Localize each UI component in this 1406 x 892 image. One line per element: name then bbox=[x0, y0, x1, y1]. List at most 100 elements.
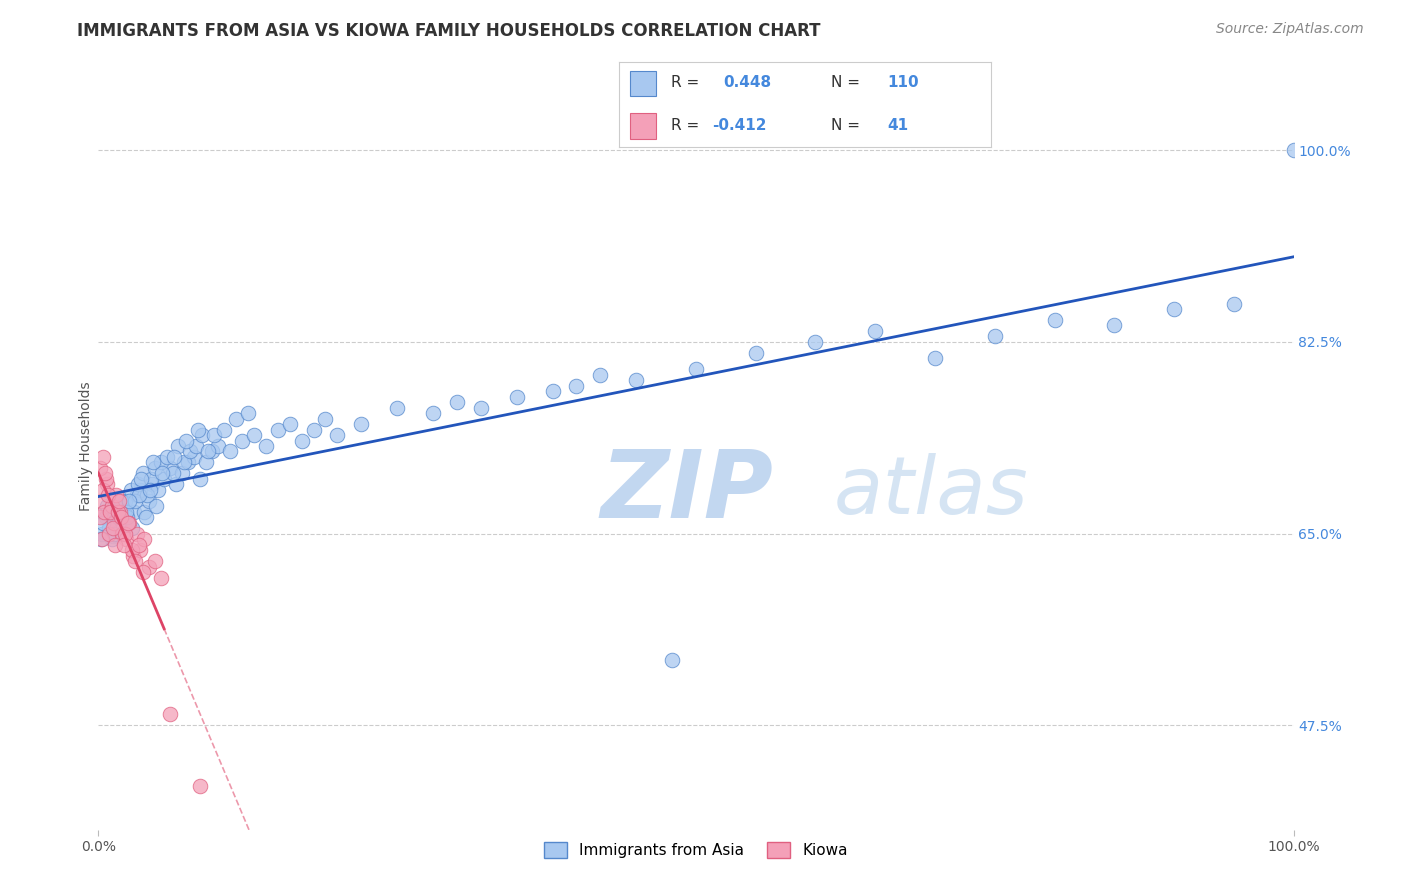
Point bbox=[1223, 296, 1246, 310]
Point bbox=[565, 378, 588, 392]
Point bbox=[219, 444, 242, 458]
Point bbox=[107, 510, 129, 524]
Point bbox=[101, 529, 124, 543]
Point bbox=[589, 368, 612, 382]
Point bbox=[745, 346, 768, 360]
Point bbox=[112, 538, 135, 552]
Point bbox=[94, 467, 117, 481]
Point bbox=[138, 493, 160, 508]
Point bbox=[121, 521, 143, 535]
Point bbox=[115, 505, 138, 519]
Point bbox=[97, 488, 120, 502]
Point bbox=[177, 455, 200, 469]
Point bbox=[89, 461, 111, 475]
Text: N =: N = bbox=[831, 118, 860, 133]
Point bbox=[984, 329, 1007, 343]
Point bbox=[145, 500, 167, 514]
Point bbox=[541, 384, 564, 399]
Point bbox=[212, 423, 235, 437]
Point bbox=[191, 428, 214, 442]
Point bbox=[112, 505, 135, 519]
Point bbox=[103, 516, 125, 530]
Point bbox=[626, 373, 648, 387]
Point bbox=[470, 401, 492, 415]
Text: atlas: atlas bbox=[834, 453, 1028, 531]
Point bbox=[159, 461, 181, 475]
Point bbox=[865, 324, 887, 338]
Point bbox=[188, 779, 211, 793]
Point bbox=[1163, 301, 1185, 316]
Point bbox=[91, 516, 114, 530]
Point bbox=[132, 505, 155, 519]
Point bbox=[315, 411, 337, 425]
Point bbox=[121, 543, 143, 558]
Text: 0.448: 0.448 bbox=[723, 75, 770, 90]
Point bbox=[118, 493, 141, 508]
Point bbox=[1043, 313, 1066, 327]
Point bbox=[100, 532, 122, 546]
Point bbox=[107, 510, 129, 524]
Point bbox=[110, 510, 132, 524]
Point bbox=[291, 434, 314, 448]
Point bbox=[128, 538, 150, 552]
Point bbox=[128, 488, 150, 502]
Point bbox=[105, 516, 128, 530]
Point bbox=[115, 532, 138, 546]
Point bbox=[195, 455, 218, 469]
Point bbox=[149, 455, 172, 469]
Point bbox=[89, 510, 111, 524]
Point bbox=[100, 500, 122, 514]
Point bbox=[139, 483, 162, 497]
Text: IMMIGRANTS FROM ASIA VS KIOWA FAMILY HOUSEHOLDS CORRELATION CHART: IMMIGRANTS FROM ASIA VS KIOWA FAMILY HOU… bbox=[77, 22, 821, 40]
Point bbox=[661, 653, 683, 667]
Point bbox=[111, 526, 134, 541]
Point bbox=[326, 428, 349, 442]
Point bbox=[159, 707, 181, 722]
Point bbox=[98, 526, 121, 541]
Point bbox=[91, 532, 114, 546]
Point bbox=[1104, 318, 1126, 333]
Legend: Immigrants from Asia, Kiowa: Immigrants from Asia, Kiowa bbox=[538, 836, 853, 864]
Point bbox=[96, 477, 118, 491]
Point bbox=[163, 450, 186, 464]
Point bbox=[108, 524, 131, 539]
Point bbox=[173, 455, 195, 469]
Point bbox=[278, 417, 301, 431]
Point bbox=[91, 450, 114, 464]
Point bbox=[302, 423, 325, 437]
Point bbox=[197, 444, 219, 458]
Point bbox=[105, 488, 128, 502]
Point bbox=[129, 483, 152, 497]
Point bbox=[139, 472, 162, 486]
Point bbox=[104, 538, 127, 552]
Point bbox=[129, 543, 152, 558]
Point bbox=[111, 500, 134, 514]
Point bbox=[183, 450, 205, 464]
Point bbox=[385, 401, 409, 415]
Point bbox=[254, 439, 277, 453]
FancyBboxPatch shape bbox=[630, 113, 655, 139]
Point bbox=[225, 411, 247, 425]
Text: ZIP: ZIP bbox=[600, 446, 773, 538]
Point bbox=[124, 554, 146, 568]
Point bbox=[124, 505, 146, 519]
Point bbox=[685, 362, 707, 376]
Point bbox=[143, 554, 166, 568]
Point bbox=[93, 505, 115, 519]
Point bbox=[422, 406, 444, 420]
Point bbox=[149, 570, 172, 584]
Point bbox=[98, 521, 121, 535]
Point bbox=[148, 483, 170, 497]
Point bbox=[91, 483, 114, 497]
Point bbox=[179, 444, 201, 458]
Point bbox=[122, 549, 145, 563]
Point bbox=[165, 477, 187, 491]
Point bbox=[120, 483, 142, 497]
Point bbox=[114, 493, 136, 508]
Point bbox=[107, 505, 129, 519]
Text: -0.412: -0.412 bbox=[711, 118, 766, 133]
Point bbox=[804, 334, 827, 349]
Point bbox=[350, 417, 373, 431]
Point bbox=[1282, 143, 1305, 157]
Point bbox=[97, 510, 120, 524]
